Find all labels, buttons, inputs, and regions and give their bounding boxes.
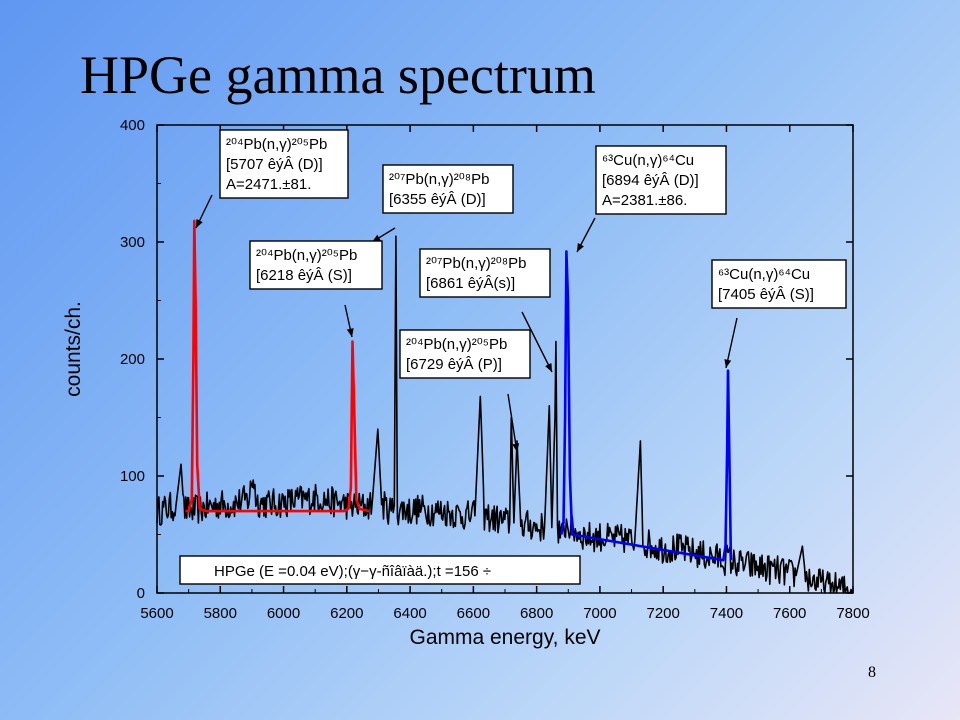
arrow-head bbox=[577, 243, 584, 252]
annotation-line: ⁶³Cu(n,γ)⁶⁴Cu bbox=[718, 266, 810, 283]
annotation-box bbox=[219, 129, 349, 199]
arrow-head bbox=[545, 363, 552, 372]
y-tick-label: 0 bbox=[137, 585, 145, 602]
series-line-2 bbox=[560, 250, 733, 562]
x-tick-label: 7600 bbox=[773, 605, 806, 622]
annotation-line: ²⁰⁷Pb(n,γ)²⁰⁸Pb bbox=[389, 171, 489, 188]
annotation-box bbox=[595, 145, 727, 215]
x-tick-label: 5600 bbox=[140, 605, 173, 622]
series-line-1 bbox=[185, 219, 370, 513]
x-tick-label: 7800 bbox=[836, 605, 869, 622]
page-number: 8 bbox=[868, 664, 876, 681]
annotation-box bbox=[249, 240, 383, 290]
y-tick-label: 200 bbox=[120, 351, 145, 368]
y-tick-label: 300 bbox=[120, 234, 145, 251]
annotation-line: [6894 êýÂ (D)] bbox=[602, 172, 699, 189]
x-tick-label: 6400 bbox=[393, 605, 426, 622]
arrow-head bbox=[512, 443, 520, 452]
annotation-box bbox=[711, 259, 847, 309]
annotation-line: A=2471.±81. bbox=[226, 176, 311, 193]
y-axis-title: counts/ch. bbox=[62, 301, 85, 397]
annotation-box bbox=[399, 329, 531, 379]
annotation-line: ²⁰⁴Pb(n,γ)²⁰⁵Pb bbox=[226, 136, 327, 153]
annotation-arrow bbox=[507, 393, 518, 453]
legend-box bbox=[179, 555, 581, 585]
x-tick-label: 7000 bbox=[583, 605, 616, 622]
arrow-head bbox=[724, 359, 732, 368]
annotation-line: [5707 êýÂ (D)] bbox=[226, 156, 323, 173]
annotation-line: [6218 êýÂ (S)] bbox=[256, 267, 352, 284]
x-tick-label: 7200 bbox=[646, 605, 679, 622]
arrow-head bbox=[196, 219, 203, 228]
x-tick-label: 6800 bbox=[520, 605, 553, 622]
x-axis-title: Gamma energy, keV bbox=[409, 626, 600, 649]
annotation-line: [7405 êýÂ (S)] bbox=[718, 286, 814, 303]
annotation-line: [6861 êýÂ(s)] bbox=[426, 275, 515, 292]
annotation-line: [6355 êýÂ (D)] bbox=[389, 191, 486, 208]
slide-title: HPGe gamma spectrum bbox=[80, 45, 596, 105]
annotation-line: ²⁰⁴Pb(n,γ)²⁰⁵Pb bbox=[256, 247, 357, 264]
y-tick-label: 100 bbox=[120, 468, 145, 485]
arrow-head bbox=[346, 328, 354, 337]
arrow-head bbox=[372, 234, 381, 242]
annotation-box bbox=[419, 248, 551, 298]
x-tick-label: 6200 bbox=[330, 605, 363, 622]
annotation-line: ⁶³Cu(n,γ)⁶⁴Cu bbox=[602, 152, 694, 169]
annotation-arrow bbox=[521, 311, 553, 373]
x-tick-label: 5800 bbox=[204, 605, 237, 622]
y-tick-label: 400 bbox=[120, 117, 145, 134]
x-tick-label: 6600 bbox=[457, 605, 490, 622]
x-tick-label: 7400 bbox=[710, 605, 743, 622]
annotation-box bbox=[382, 164, 514, 214]
annotation-line: ²⁰⁴Pb(n,γ)²⁰⁵Pb bbox=[406, 336, 507, 353]
annotation-line: [6729 êýÂ (P)] bbox=[406, 356, 502, 373]
annotation-arrow bbox=[725, 317, 738, 369]
annotation-line: ²⁰⁷Pb(n,γ)²⁰⁸Pb bbox=[426, 255, 526, 272]
x-tick-label: 6000 bbox=[267, 605, 300, 622]
annotation-line: A=2381.±86. bbox=[602, 192, 687, 209]
legend-text: HPGe (E =0.04 eV);(γ−γ-ñîâïàä.);t =156 ÷ bbox=[214, 563, 491, 580]
